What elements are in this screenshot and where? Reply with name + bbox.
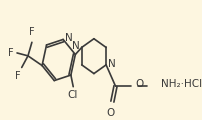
Text: N: N bbox=[108, 59, 116, 69]
Text: F: F bbox=[8, 48, 14, 58]
Text: F: F bbox=[29, 27, 35, 37]
Text: F: F bbox=[15, 71, 20, 81]
Text: N: N bbox=[65, 33, 73, 43]
Text: N: N bbox=[72, 42, 79, 51]
Text: O: O bbox=[135, 79, 143, 89]
Text: Cl: Cl bbox=[67, 90, 78, 100]
Text: NH₂·HCl: NH₂·HCl bbox=[161, 79, 202, 89]
Text: O: O bbox=[107, 108, 115, 118]
